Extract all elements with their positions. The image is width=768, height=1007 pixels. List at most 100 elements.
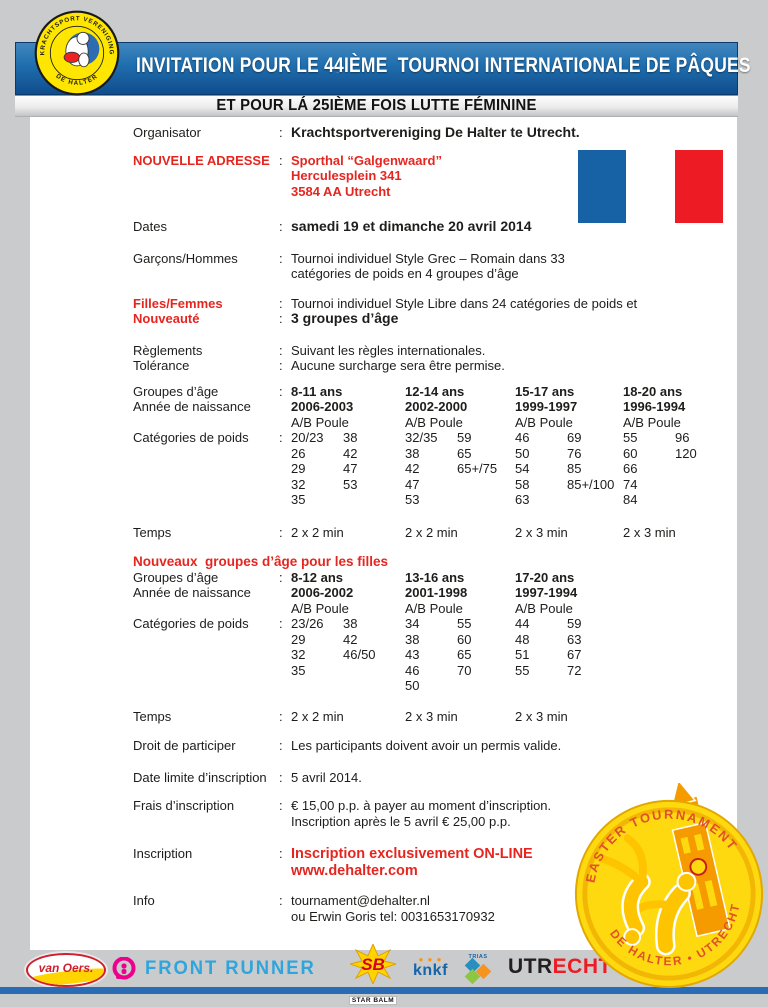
text-line: www.dehalter.com [133, 863, 733, 880]
flag-red-band [675, 150, 723, 223]
text-line: 35 53 63 84 [133, 492, 733, 508]
star-balm-monogram: SB [361, 955, 385, 974]
birth-years: 2006-2002 [291, 585, 354, 600]
colon-separator: : [279, 769, 283, 785]
weight-value-a: 74 [623, 476, 638, 492]
poule-header: A/B Poule [515, 600, 573, 616]
front-runner-logo: FRONT RUNNER [112, 957, 321, 981]
field-label: Tolérance [133, 358, 190, 373]
field-value: Inscription exclusivement ON-LINE [291, 846, 533, 862]
field-label: Année de naissance [133, 585, 251, 600]
weight-value-a: 50 [405, 678, 420, 693]
field-label [133, 601, 279, 617]
colon-separator [279, 663, 291, 679]
weight-value-a: 51 [515, 647, 530, 662]
weight-value-b: 65+/75 [457, 461, 498, 476]
weight-value-a: 46 [515, 430, 530, 445]
colon-separator: : [279, 846, 283, 861]
weight-value-a: 55 [623, 430, 638, 445]
colon-separator [279, 446, 291, 462]
poule-header: A/B Poule [515, 414, 573, 430]
field-label [133, 168, 279, 184]
field-label [133, 814, 279, 830]
colon-separator: : [279, 342, 283, 358]
weights-row: 32 53 47 58 85+/100 74 [291, 477, 741, 493]
table-header-row: 8-11 ans 12-14 ans 15-17 ans 18-20 ans [291, 384, 741, 400]
weight-value-a: 47 [405, 476, 420, 492]
field-value: Sporthal “Galgenwaard” [291, 152, 442, 168]
temps-row: 2 x 2 min 2 x 3 min 2 x 3 min [291, 709, 733, 725]
text-line: A/B Poule A/B Poule A/B Poule [133, 601, 733, 617]
flag-blue-band [578, 150, 626, 223]
field-value[interactable]: tournament@dehalter.nl [291, 893, 430, 908]
text-line: Groupes d’âge:8-11 ans 12-14 ans 15-17 ans… [133, 384, 733, 400]
colon-separator [279, 632, 291, 648]
trias-text: TRIAS [468, 954, 488, 960]
weights-row: 29 47 42 65+/75 54 85 66 [291, 461, 741, 477]
text-line: 32 53 47 58 85+/100 74 [133, 477, 733, 493]
weight-value-b: 76 [567, 445, 582, 461]
field-label [133, 647, 279, 663]
birth-years: 2006-2003 [291, 399, 354, 414]
field-value: Tournoi individuel Style Libre dans 24 c… [291, 295, 638, 311]
field-value: catégories de poids en 4 groupes d’âge [291, 266, 519, 281]
text-line: ou Erwin Goris tel: 0031653170932 [133, 909, 733, 925]
field-value: ou Erwin Goris tel: 0031653170932 [291, 908, 495, 924]
weight-value-b: 42 [343, 445, 358, 461]
weight-value-a: 48 [515, 631, 530, 647]
text-line: Année de naissance 2006-2003 2002-2000 1999… [133, 399, 733, 415]
colon-separator: : [279, 524, 283, 540]
text-line: Garçons/Hommes: Tournoi individuel Style … [133, 251, 733, 267]
field-label [133, 266, 279, 282]
weight-value-b: 47 [343, 461, 358, 476]
field-label: Groupes d’âge [133, 383, 219, 399]
weight-value-a: 34 [405, 616, 420, 631]
field-value: € 15,00 p.p. à payer au moment d’inscrip… [291, 798, 552, 813]
weight-value-b: 96 [675, 430, 690, 445]
page-subtitle: ET POUR LÁ 25IÈME FOIS LUTTE FÉMININE [216, 97, 537, 114]
field-label [133, 477, 279, 493]
field-label: Règlements [133, 342, 203, 358]
weight-value-b: 120 [675, 445, 697, 461]
weight-value-a: 53 [405, 492, 420, 507]
colon-separator: : [279, 311, 283, 326]
text-line: 29 42 38 60 48 63 [133, 632, 733, 648]
weight-value-a: 55 [515, 662, 530, 678]
weights-row: 50 [291, 678, 733, 694]
van-oers-text: van Oers. [38, 961, 94, 975]
weight-value-b: 55 [457, 616, 472, 631]
temps-value: 2 x 3 min [405, 708, 458, 724]
weight-value-a: 38 [405, 445, 420, 461]
temps-row: 2 x 2 min 2 x 2 min 2 x 3 min 2 x 3 min [291, 525, 741, 541]
weight-value-a: 20/23 [291, 430, 324, 445]
weights-row: 26 42 38 65 50 76 60 120 [291, 446, 741, 462]
text-line: 3584 AA Utrecht [133, 184, 733, 200]
temps-value: 2 x 2 min [291, 524, 344, 540]
text-line: 26 42 38 65 50 76 60 120 [133, 446, 733, 462]
weight-value-b: 67 [567, 647, 582, 662]
utrecht-text-black: UTR [508, 955, 553, 978]
colon-separator: : [279, 295, 283, 311]
colon-separator: : [279, 798, 283, 813]
weight-value-a: 43 [405, 647, 420, 662]
weight-value-a: 66 [623, 461, 638, 476]
weight-value-b: 59 [457, 430, 472, 445]
field-value[interactable]: www.dehalter.com [291, 863, 418, 879]
weight-value-b: 70 [457, 662, 472, 678]
sponsor-bar: van Oers. FRONT RUNNER SB STAR BALM ● ● … [0, 942, 768, 1005]
field-label: Année de naissance [133, 399, 251, 414]
weight-value-a: 58 [515, 476, 530, 492]
table-header-row: 8-12 ans 13-16 ans 17-20 ans [291, 570, 733, 586]
temps-value: 2 x 3 min [623, 524, 676, 540]
field-value: samedi 19 et dimanche 20 avril 2014 [291, 218, 532, 234]
colon-separator [279, 863, 291, 880]
text-line: Temps:2 x 2 min 2 x 3 min 2 x 3 min [133, 709, 733, 725]
colon-separator: : [279, 738, 283, 753]
trias-logo: TRIAS [461, 954, 495, 985]
field-label [133, 863, 279, 880]
weight-value-b: 85 [567, 461, 582, 476]
field-label: Inscription [133, 846, 193, 861]
colon-separator [279, 492, 291, 508]
text-line: Règlements: Suivant les règles internatio… [133, 343, 733, 359]
girls-section-heading: Nouveaux groupes d’âge pour les filles [133, 554, 389, 569]
